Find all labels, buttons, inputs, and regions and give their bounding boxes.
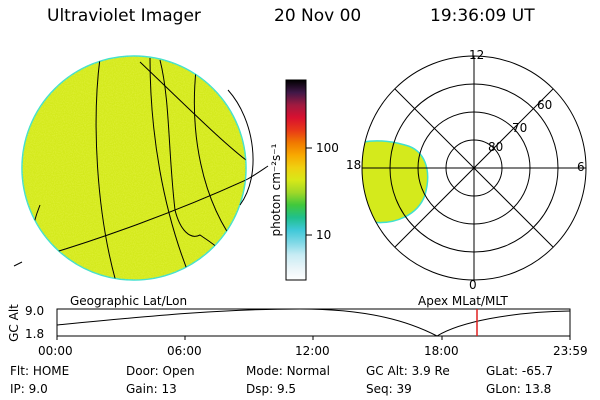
status-dsp: Dsp: 9.5 — [246, 382, 297, 396]
status-door: Door: Open — [126, 364, 195, 378]
status-glon: GLon: 13.8 — [486, 382, 552, 396]
polar-panel-label: Apex MLat/MLT — [418, 294, 508, 308]
meridian-1 — [95, 57, 117, 280]
altitude-xtick-2359: 23:59 — [553, 344, 588, 358]
status-flt: Flt: HOME — [10, 364, 70, 378]
aurora-blob — [362, 140, 429, 224]
status-seq: Seq: 39 — [366, 382, 412, 396]
status-ip: IP: 9.0 — [10, 382, 48, 396]
altitude-plot — [56, 308, 571, 340]
altitude-ytick-9: 9.0 — [25, 304, 45, 318]
altitude-ylabel: GC Alt — [7, 304, 21, 342]
polar-lat-60: 60 — [537, 98, 553, 112]
polar-plot — [361, 55, 587, 281]
offlimb-2 — [245, 165, 269, 181]
polar-mlt-18: 18 — [346, 158, 362, 172]
altitude-xtick-0600: 06:00 — [167, 344, 202, 358]
altitude-xtick-1800: 18:00 — [424, 344, 459, 358]
meridian-4 — [139, 61, 246, 161]
polar-lat-80: 80 — [488, 140, 504, 154]
colorbar-label-10: 10 — [316, 228, 332, 242]
altitude-xticks — [56, 336, 571, 340]
status-gain: Gain: 13 — [126, 382, 177, 396]
colorbar-label-100: 100 — [316, 141, 339, 155]
coastline — [159, 59, 236, 271]
geographic-panel-label: Geographic Lat/Lon — [70, 294, 188, 308]
offlimb-lines — [13, 89, 269, 267]
polar-mlt-6: 6 — [577, 160, 585, 174]
status-mode: Mode: Normal — [246, 364, 330, 378]
status-glat: GLat: -65.7 — [486, 364, 553, 378]
offlimb-1 — [227, 89, 254, 206]
polar-grid — [361, 55, 587, 281]
date-label: 20 Nov 00 — [274, 6, 362, 26]
polar-mlt-12: 12 — [469, 48, 485, 62]
globe-gridlines — [22, 57, 246, 280]
time-label: 19:36:09 UT — [430, 6, 535, 26]
altitude-plot-frame — [56, 308, 571, 337]
geographic-globe — [13, 55, 269, 281]
polar-diag-2 — [394, 88, 554, 248]
offlimb-3 — [13, 261, 23, 267]
colorbar-unit-label: photon cm⁻²s⁻¹ — [269, 143, 283, 237]
altitude-ytick-1.8: 1.8 — [25, 327, 45, 341]
colorbar-gradient — [285, 79, 307, 281]
colorbar — [285, 79, 312, 281]
altitude-xtick-1200: 12:00 — [295, 344, 330, 358]
altitude-xtick-0000: 00:00 — [38, 344, 73, 358]
meridian-2 — [149, 57, 193, 280]
polar-mlt-0: 0 — [469, 278, 477, 292]
polar-aurora-blob — [362, 140, 429, 224]
instrument-title: Ultraviolet Imager — [47, 6, 201, 26]
altitude-curve — [56, 308, 571, 337]
polar-lat-70: 70 — [512, 121, 528, 135]
globe-noise — [22, 56, 246, 280]
status-gc-alt: GC Alt: 3.9 Re — [366, 364, 450, 378]
